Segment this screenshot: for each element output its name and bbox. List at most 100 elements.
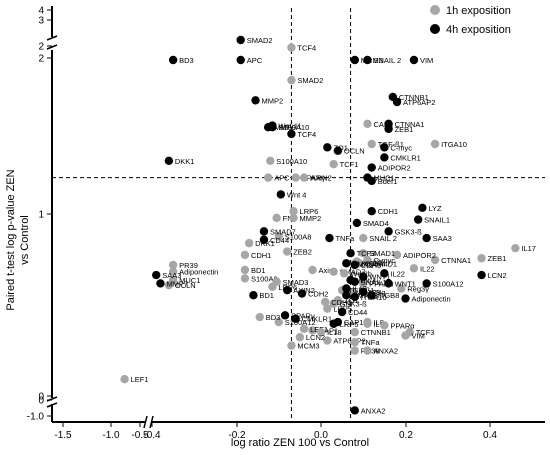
point-4h xyxy=(418,203,427,213)
legend-label: 4h exposition xyxy=(446,24,511,36)
point-1h xyxy=(329,159,338,169)
point-label: APC xyxy=(247,56,263,65)
point-4h xyxy=(352,218,362,228)
legend: 1h exposition 4h exposition xyxy=(430,5,511,36)
point-1h xyxy=(511,243,520,253)
point-label: Wnt 11 xyxy=(278,122,301,131)
point-label: WNT1 xyxy=(369,273,390,282)
point-label: ITGA10 xyxy=(441,140,467,149)
point-1h xyxy=(363,319,372,328)
point-1h xyxy=(287,75,296,85)
point-label: OCLN xyxy=(175,281,196,290)
data-points: TCF4 SMAD2 CAP1 TGF-ß1 ITGA10 S100A10 APC PPARγ… xyxy=(120,35,536,415)
point-4h xyxy=(276,190,286,199)
y-axis-break-mark xyxy=(46,402,58,408)
point-label: CTNNB1 xyxy=(399,93,429,102)
point-label: IL22 xyxy=(390,269,405,278)
point-4h xyxy=(350,406,359,415)
point-4h xyxy=(409,55,419,65)
point-4h xyxy=(350,292,359,302)
point-4h xyxy=(401,294,410,303)
point-4h xyxy=(268,123,277,132)
point-label: TCF3 xyxy=(416,328,435,337)
point-label: IFNg xyxy=(369,288,385,297)
point-1h xyxy=(321,297,330,307)
point-label: PPARα xyxy=(369,279,394,288)
point-label: SMAD7 xyxy=(270,227,296,236)
point-label: Adiponectin xyxy=(412,295,451,304)
point-1h xyxy=(263,173,273,182)
point-label: VIM xyxy=(420,56,433,65)
point-4h xyxy=(392,97,402,107)
point-1h xyxy=(363,255,372,265)
point-label: SMAD2 xyxy=(247,36,273,45)
point-label: CD44 xyxy=(270,236,289,245)
point-4h xyxy=(164,156,174,165)
point-label: Reg3γ xyxy=(363,258,385,267)
point-label: Axin1 xyxy=(319,266,338,275)
point-label: AXIN2 xyxy=(310,174,332,183)
point-1h xyxy=(274,232,283,241)
point-4h xyxy=(342,284,351,293)
point-label: PPARα xyxy=(390,321,415,330)
point-1h xyxy=(350,327,359,337)
point-1h xyxy=(295,333,305,342)
point-4h xyxy=(323,143,332,152)
point-4h xyxy=(291,314,300,323)
point-4h xyxy=(384,124,393,134)
point-4h xyxy=(342,259,351,268)
point-label: PR39 xyxy=(179,261,198,270)
point-4h xyxy=(380,153,389,162)
point-4h xyxy=(367,291,376,300)
point-label: CTNNA1 xyxy=(441,256,471,265)
point-label: C-myc xyxy=(390,143,412,152)
point-4h xyxy=(384,227,393,236)
point-label: CDH2 xyxy=(331,298,351,307)
x-tick-label: -0.5 xyxy=(131,430,149,441)
point-1h xyxy=(168,267,178,276)
point-label: Cyclin D1 xyxy=(365,259,397,268)
point-4h xyxy=(380,269,389,278)
point-1h xyxy=(274,317,283,327)
point-1h xyxy=(272,213,281,223)
point-1h xyxy=(289,213,298,223)
point-1h xyxy=(323,304,332,313)
point-label: ANXA2 xyxy=(373,347,398,356)
point-label: ADIPOR2 xyxy=(403,251,436,260)
point-label: LCN2 xyxy=(488,271,507,280)
point-label: SNAIL 2 xyxy=(373,56,401,65)
point-label: SNAIL 2 xyxy=(369,234,397,243)
point-4h xyxy=(346,249,355,258)
point-label: IL17 xyxy=(521,244,536,253)
point-label: MCM3 xyxy=(361,56,383,65)
point-label: IL18 xyxy=(327,328,342,337)
y-tick-label: 0 xyxy=(38,392,44,403)
point-4h xyxy=(236,35,245,45)
point-label: TCF3 xyxy=(357,249,376,258)
point-label: C-myc xyxy=(373,256,395,265)
point-label: CDH3 xyxy=(361,261,381,270)
point-label: SMAD1 xyxy=(369,249,395,258)
point-4h xyxy=(422,233,431,243)
point-1h xyxy=(350,338,359,347)
threshold-lines xyxy=(52,8,545,422)
point-label: CDH2 xyxy=(308,290,328,299)
point-label: S100A8 xyxy=(251,274,278,283)
y-tick-label: -1.0 xyxy=(27,412,45,423)
point-label: ITGA10 xyxy=(361,293,387,302)
point-label: LYZ xyxy=(428,204,442,213)
point-label: S100A10 xyxy=(276,157,307,166)
point-label: MUC1 xyxy=(179,276,200,285)
point-label: OCLN xyxy=(344,147,365,156)
point-1h xyxy=(287,341,296,350)
point-1h xyxy=(308,326,317,335)
point-1h xyxy=(299,173,309,182)
point-label: ANXA2 xyxy=(361,406,386,415)
point-4h xyxy=(325,233,334,243)
point-label: DKK1 xyxy=(175,157,195,166)
point-label: Wnt 4 xyxy=(357,276,377,285)
point-label: MMP7 xyxy=(166,279,188,288)
point-1h xyxy=(363,119,372,129)
point-4h xyxy=(329,319,338,328)
